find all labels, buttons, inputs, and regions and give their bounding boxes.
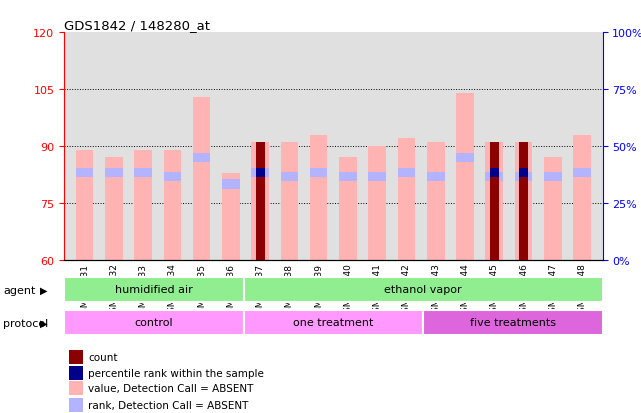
Bar bbox=[485, 143, 503, 260]
Text: one treatment: one treatment bbox=[293, 318, 374, 328]
Text: protocol: protocol bbox=[3, 318, 49, 328]
Bar bbox=[519, 169, 528, 178]
Bar bbox=[256, 143, 265, 260]
Bar bbox=[519, 143, 528, 260]
Bar bbox=[69, 398, 83, 412]
Bar bbox=[397, 169, 415, 178]
Bar bbox=[544, 158, 562, 260]
Bar bbox=[222, 173, 240, 260]
Bar bbox=[193, 153, 210, 163]
Text: ▶: ▶ bbox=[40, 285, 47, 295]
Bar bbox=[490, 169, 499, 178]
Bar bbox=[369, 172, 386, 182]
Text: agent: agent bbox=[3, 285, 36, 295]
Bar bbox=[339, 158, 357, 260]
Bar bbox=[193, 97, 210, 260]
Bar bbox=[222, 180, 240, 189]
Text: ethanol vapor: ethanol vapor bbox=[384, 285, 462, 294]
Bar bbox=[490, 143, 499, 260]
Text: rank, Detection Call = ABSENT: rank, Detection Call = ABSENT bbox=[88, 400, 249, 410]
Bar bbox=[456, 153, 474, 163]
Bar bbox=[485, 172, 503, 182]
Bar bbox=[369, 147, 386, 260]
Bar bbox=[515, 172, 532, 182]
Bar bbox=[135, 169, 152, 178]
Bar bbox=[427, 172, 444, 182]
Bar bbox=[105, 158, 122, 260]
Bar bbox=[251, 169, 269, 178]
Bar bbox=[163, 150, 181, 260]
Text: value, Detection Call = ABSENT: value, Detection Call = ABSENT bbox=[88, 383, 254, 394]
Bar bbox=[244, 310, 423, 335]
Bar bbox=[281, 172, 298, 182]
Bar bbox=[339, 172, 357, 182]
Bar bbox=[69, 350, 83, 364]
Bar bbox=[544, 172, 562, 182]
Bar bbox=[135, 150, 152, 260]
Bar bbox=[244, 277, 603, 302]
Bar bbox=[251, 143, 269, 260]
Bar bbox=[64, 277, 244, 302]
Bar bbox=[456, 94, 474, 260]
Bar bbox=[515, 143, 532, 260]
Bar bbox=[573, 169, 591, 178]
Bar bbox=[397, 139, 415, 260]
Bar bbox=[281, 143, 298, 260]
Text: ▶: ▶ bbox=[40, 318, 47, 328]
Bar bbox=[69, 382, 83, 396]
Text: GDS1842 / 148280_at: GDS1842 / 148280_at bbox=[64, 19, 210, 31]
Bar bbox=[310, 135, 328, 260]
Bar bbox=[427, 143, 444, 260]
Bar bbox=[69, 366, 83, 380]
Text: count: count bbox=[88, 352, 118, 362]
Bar bbox=[573, 135, 591, 260]
Text: control: control bbox=[135, 318, 173, 328]
Bar bbox=[105, 169, 122, 178]
Bar bbox=[163, 172, 181, 182]
Bar bbox=[64, 310, 244, 335]
Text: humidified air: humidified air bbox=[115, 285, 193, 294]
Bar bbox=[76, 169, 94, 178]
Bar bbox=[76, 150, 94, 260]
Bar bbox=[423, 310, 603, 335]
Bar bbox=[310, 169, 328, 178]
Text: percentile rank within the sample: percentile rank within the sample bbox=[88, 368, 264, 378]
Bar bbox=[256, 169, 265, 178]
Text: five treatments: five treatments bbox=[470, 318, 556, 328]
